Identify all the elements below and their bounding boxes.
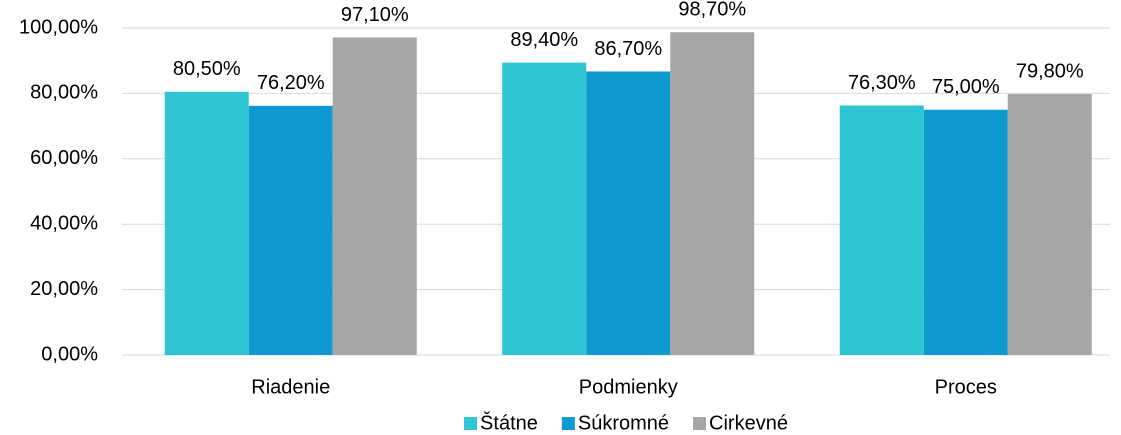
data-label: 80,50%: [173, 58, 241, 80]
bar: [923, 109, 1008, 355]
data-label: 86,70%: [594, 38, 662, 60]
data-label: 98,70%: [678, 0, 746, 21]
y-tick-label: 40,00%: [30, 212, 98, 234]
bar: [670, 32, 755, 355]
bar: [248, 105, 333, 356]
legend-label: Štátne: [480, 411, 538, 434]
data-label: 97,10%: [341, 4, 409, 26]
data-label: 75,00%: [932, 76, 1000, 98]
y-tick-label: 60,00%: [30, 147, 98, 169]
x-tick-label: Podmienky: [579, 376, 678, 398]
legend-swatch: [561, 417, 575, 430]
data-label: 79,80%: [1016, 60, 1084, 82]
bar: [502, 62, 587, 356]
y-tick-label: 100,00%: [19, 16, 98, 38]
y-tick-label: 20,00%: [30, 278, 98, 300]
y-tick-label: 0,00%: [41, 343, 98, 365]
x-tick-label: Proces: [935, 376, 997, 398]
legend-swatch: [693, 417, 707, 430]
data-label: 89,40%: [510, 29, 578, 51]
legend-label: Súkromné: [578, 412, 669, 434]
bar: [839, 105, 924, 356]
y-tick-label: 80,00%: [30, 82, 98, 104]
legend-swatch: [464, 417, 478, 430]
data-label: 76,20%: [257, 72, 325, 94]
bar: [586, 71, 671, 355]
data-label: 76,30%: [848, 72, 916, 94]
bar: [164, 91, 249, 355]
bar: [332, 37, 417, 355]
bar: [1007, 94, 1092, 355]
legend-label: Cirkevné: [709, 412, 788, 434]
x-tick-label: Riadenie: [251, 376, 330, 398]
